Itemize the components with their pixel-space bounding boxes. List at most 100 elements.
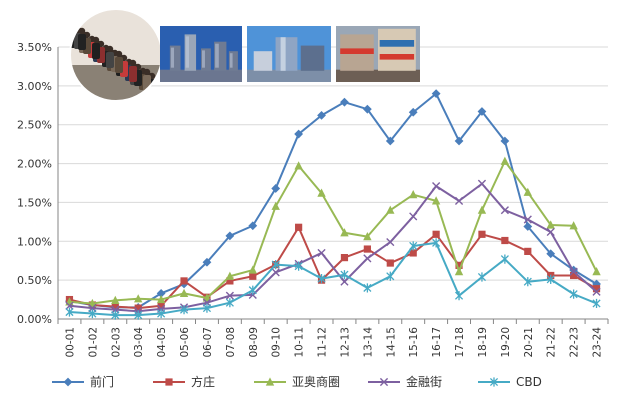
legend-item: 前门 xyxy=(52,374,114,389)
data-point xyxy=(592,266,601,276)
x-tick-label: 04-05 xyxy=(156,327,168,358)
x-tick-label: 00-01 xyxy=(64,327,76,358)
data-point xyxy=(477,272,487,282)
x-tick-label: 11-12 xyxy=(317,327,329,358)
data-point xyxy=(294,261,303,271)
series-line xyxy=(69,92,598,309)
data-point xyxy=(592,285,601,293)
data-point xyxy=(385,136,395,146)
y-tick-label: 2.50% xyxy=(17,119,52,132)
y-tick-label: 3.50% xyxy=(17,41,52,54)
legend-marker xyxy=(489,377,499,387)
data-point xyxy=(546,249,556,259)
shopping-mall-photo xyxy=(336,26,420,82)
data-point xyxy=(592,287,601,296)
data-point xyxy=(317,273,326,284)
data-point xyxy=(340,277,349,286)
x-tick-label: 05-06 xyxy=(179,327,191,358)
data-point xyxy=(386,237,395,247)
data-point xyxy=(340,254,349,262)
data-point xyxy=(226,277,234,285)
axes: 0.00% 0.50% 1.00% 1.50% 2.00% 2.50% 3.00% 3.50%… xyxy=(17,41,609,358)
crowd-photo xyxy=(69,8,163,102)
cbd-towers-photo xyxy=(160,26,242,82)
data-point xyxy=(111,310,120,320)
x-tick-label: 10-11 xyxy=(294,327,306,358)
legend-marker xyxy=(63,377,73,387)
data-point xyxy=(271,201,280,210)
data-point xyxy=(156,294,166,304)
data-point xyxy=(523,215,532,224)
data-point xyxy=(271,268,280,277)
series-1 xyxy=(65,89,601,312)
x-tick-label: 17-18 xyxy=(454,327,466,358)
y-tick-label: 1.00% xyxy=(17,235,52,248)
data-point xyxy=(179,288,189,297)
data-point xyxy=(432,182,441,191)
x-tick-label: 01-02 xyxy=(87,327,99,358)
data-point xyxy=(523,277,532,287)
y-tick-label: 1.50% xyxy=(17,196,52,209)
data-point xyxy=(248,285,257,295)
data-point xyxy=(294,129,304,139)
data-point xyxy=(111,295,120,304)
y-tick-label: 3.00% xyxy=(17,80,52,93)
x-tick-label: 14-15 xyxy=(385,327,397,358)
x-tick-label: 03-04 xyxy=(133,327,145,358)
data-point xyxy=(454,136,464,146)
data-point xyxy=(409,241,418,251)
x-tick-label: 13-14 xyxy=(362,327,374,358)
data-point xyxy=(431,89,441,99)
data-point xyxy=(363,283,372,293)
financial-street-photo xyxy=(247,26,331,82)
series-line xyxy=(69,241,597,317)
data-point xyxy=(340,270,349,280)
x-tick-label: 15-16 xyxy=(408,327,420,358)
data-point xyxy=(88,308,97,319)
x-tick-label: 06-07 xyxy=(202,327,214,358)
data-point xyxy=(65,301,74,310)
data-point xyxy=(569,289,578,299)
legend-label: 前门 xyxy=(90,374,114,389)
data-point xyxy=(386,205,395,214)
data-point xyxy=(248,265,257,274)
data-point xyxy=(431,196,441,205)
x-tick-label: 21-22 xyxy=(546,327,558,358)
data-point xyxy=(501,236,509,245)
data-point xyxy=(225,298,234,308)
legend-item: 金融街 xyxy=(368,374,442,389)
data-point xyxy=(478,230,486,238)
data-point xyxy=(294,161,303,170)
data-point xyxy=(317,248,326,258)
data-point xyxy=(500,206,509,215)
x-tick-label: 12-13 xyxy=(339,327,351,358)
data-point xyxy=(225,231,235,241)
data-point xyxy=(432,238,441,248)
data-point xyxy=(134,310,143,320)
data-point xyxy=(500,254,509,264)
data-point xyxy=(156,288,166,298)
legend-label: CBD xyxy=(516,375,542,389)
data-point xyxy=(249,272,257,280)
series-3 xyxy=(65,156,601,308)
data-point xyxy=(271,184,281,193)
data-point xyxy=(317,188,326,197)
data-point xyxy=(477,107,487,116)
series-5 xyxy=(65,238,601,320)
data-point xyxy=(340,97,349,107)
data-point xyxy=(363,254,372,263)
data-point xyxy=(409,249,417,257)
data-point xyxy=(569,267,578,276)
legend-marker xyxy=(165,378,173,386)
data-point xyxy=(225,271,235,280)
data-point xyxy=(271,260,280,270)
data-point xyxy=(363,232,372,241)
data-point xyxy=(340,228,349,237)
x-tick-label: 22-23 xyxy=(569,327,581,358)
y-tick-label: 2.00% xyxy=(17,158,52,171)
data-point xyxy=(570,271,578,280)
legend-label: 金融街 xyxy=(406,374,442,389)
data-point xyxy=(295,223,303,231)
data-point xyxy=(202,293,212,302)
